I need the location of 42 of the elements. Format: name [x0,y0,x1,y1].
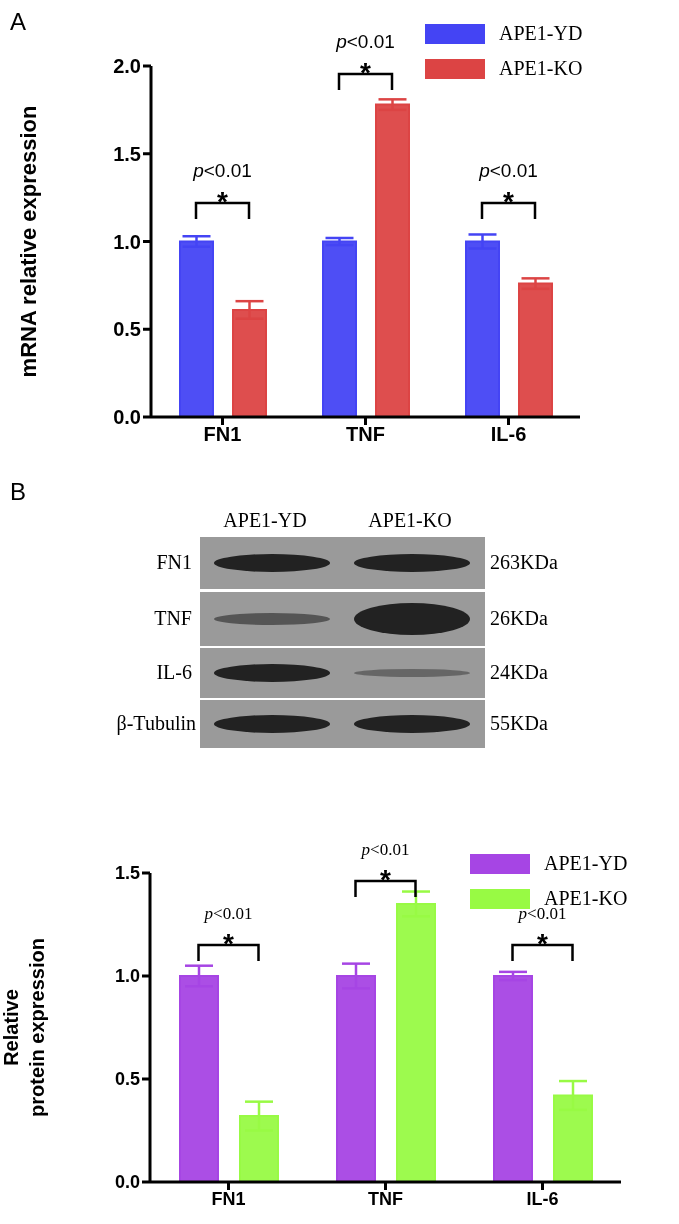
legend-label: APE1-YD [499,22,583,45]
y-tick-label: 1.0 [114,966,140,987]
text: B [10,478,27,505]
x-tick-label: TNF [368,1188,403,1209]
annotation: p<0.01 * [192,159,252,217]
y-tick-label: 0.0 [113,406,141,429]
y-tick-label: 0.0 [114,1172,140,1193]
text: β-Tubulin [116,712,196,735]
x-tick-label: FN1 [203,423,242,446]
text: IL-6 [156,661,192,683]
x-tick-label: IL-6 [526,1188,559,1209]
bar [322,240,357,417]
text: A [10,8,27,35]
y-tick-label: 1.5 [114,863,140,884]
annotation: p<0.01 * [203,904,253,960]
bar [518,282,553,417]
bar [179,240,214,417]
text: 24KDa [490,661,548,683]
x-tick-label: FN1 [211,1188,246,1209]
text: FN1 [156,551,192,573]
y-tick-label: 2.0 [113,55,141,78]
text: APE1-KO [368,509,452,531]
annotation: p<0.01 * [335,31,395,88]
y-axis-title: Relative protein expression [0,938,48,1117]
text: 26KDa [490,607,548,629]
bar [493,975,533,1182]
text: APE1-YD [223,509,307,531]
text: 55KDa [490,712,548,734]
text: 263KDa [490,551,558,573]
y-tick-label: 0.5 [114,1069,140,1090]
x-tick-label: TNF [346,423,385,446]
y-tick-label: 1.0 [113,230,141,253]
legend-label: APE1-KO [499,57,583,80]
bar [375,103,410,417]
annotation: p<0.01 * [478,159,538,217]
y-tick-label: 1.5 [113,142,141,165]
text: TNF [154,607,192,629]
y-axis-title: mRNA relative expression [16,105,41,378]
legend-label: APE1-YD [544,852,628,875]
x-tick-label: IL-6 [490,423,527,446]
y-tick-label: 0.5 [113,318,141,341]
annotation: p<0.01 * [360,840,410,895]
